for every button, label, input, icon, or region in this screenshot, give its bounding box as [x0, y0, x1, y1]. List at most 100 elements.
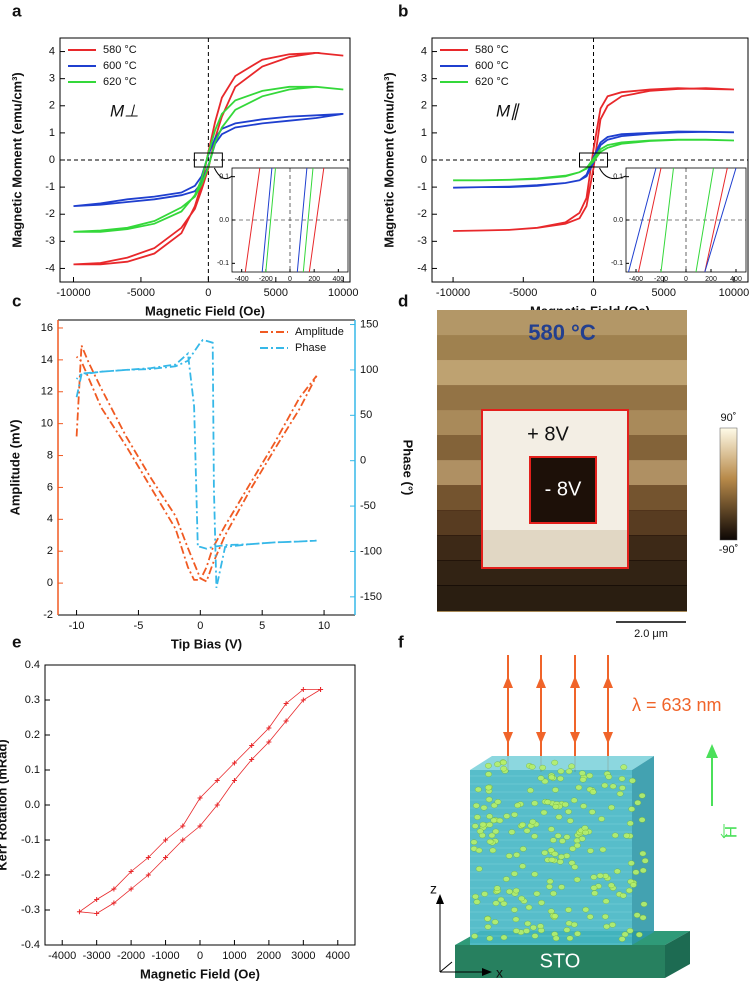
x-tick-label: 400: [730, 276, 742, 283]
nanoparticle: [530, 924, 537, 931]
panel-label: c: [12, 291, 21, 310]
y-tick-label: 2: [47, 545, 53, 557]
nanoparticle: [486, 813, 493, 820]
nanoparticle: [502, 876, 510, 882]
y-tick-label: 4: [47, 513, 53, 525]
x-tick-label: 1000: [222, 950, 246, 962]
series-group: [628, 168, 737, 272]
nanoparticle: [639, 914, 647, 921]
nanoparticle: [626, 820, 634, 827]
annotation: M∥: [496, 101, 520, 120]
nanoparticle: [618, 936, 626, 942]
nanoparticle: [598, 816, 605, 822]
nanoparticle: [570, 921, 578, 928]
nanoparticle: [568, 763, 575, 770]
panel-label: f: [398, 632, 404, 651]
y2-tick-label: 50: [360, 409, 372, 421]
nanoparticle: [494, 799, 502, 805]
x-tick-label: 200: [308, 276, 320, 283]
nanoparticle: [549, 837, 557, 843]
zoom-box: [193, 152, 223, 168]
image-band: [437, 310, 687, 336]
nanoparticle: [566, 818, 574, 824]
z-axis-label: z: [430, 881, 437, 897]
nanoparticle: [506, 888, 513, 895]
x-tick-label: 200: [705, 276, 717, 283]
y-tick-label: -1: [45, 181, 55, 193]
y-tick-label: 3: [421, 73, 427, 85]
nanoparticle: [590, 885, 598, 891]
nanoparticle: [632, 869, 640, 876]
y-tick-label: -3: [45, 235, 55, 247]
y2-tick-label: 150: [360, 318, 378, 330]
outer-label: + 8V: [527, 423, 569, 445]
nanoparticle: [563, 927, 571, 933]
nanoparticle: [638, 817, 646, 823]
marker: [145, 855, 151, 860]
nanoparticle: [546, 878, 554, 885]
nanoparticle: [480, 804, 488, 811]
legend-label: 620 °C: [475, 76, 509, 88]
nanoparticle: [523, 827, 531, 834]
nanoparticle: [588, 809, 596, 815]
nanoparticle: [484, 924, 492, 930]
nanoparticle: [519, 863, 527, 870]
image-band: [437, 360, 687, 386]
nanoparticle: [537, 923, 544, 929]
nanoparticle: [591, 890, 599, 897]
y2-axis-title: Phase (°): [401, 440, 416, 496]
x-tick-label: 2000: [257, 950, 281, 962]
nanoparticle: [601, 913, 609, 920]
series-group: [75, 339, 318, 588]
wavelength-label: λ = 633 nm: [632, 695, 722, 715]
y2-tick-label: 100: [360, 364, 378, 376]
nanoparticle: [570, 797, 578, 804]
nanoparticle: [566, 935, 574, 942]
x-axis-title: Tip Bias (V): [171, 636, 242, 651]
y-tick-label: 0.1: [219, 174, 229, 181]
x-axis-title: Magnetic Field (Oe): [140, 966, 260, 981]
nanoparticle: [523, 928, 530, 934]
nanoparticle: [563, 834, 571, 840]
marker: [163, 855, 169, 860]
x-tick-label: 10000: [719, 287, 750, 299]
x-tick-label: -5000: [127, 287, 155, 299]
nanoparticle: [528, 764, 536, 770]
nanoparticle: [500, 934, 508, 941]
series-line: [265, 168, 314, 272]
nanoparticle: [524, 920, 532, 927]
colorbar: [719, 427, 738, 541]
nanoparticle: [579, 776, 587, 783]
nanoparticle: [555, 814, 563, 820]
y-tick-label: -0.1: [217, 260, 229, 267]
nanoparticle: [472, 802, 480, 809]
nanoparticle: [582, 906, 590, 913]
series-line: [453, 138, 735, 182]
series-line: [244, 168, 325, 272]
legend-label: 580 °C: [103, 44, 137, 56]
nanoparticle: [519, 821, 526, 828]
nanoparticle: [589, 789, 597, 795]
x-tick-label: 0: [197, 620, 203, 632]
y-tick-label: 0.3: [25, 694, 40, 706]
marker: [180, 837, 186, 843]
y-tick-label: 14: [41, 354, 53, 366]
y-tick-label: 0.1: [613, 174, 623, 181]
nanoparticle: [635, 931, 643, 938]
beam-head-down: [503, 732, 513, 744]
nanoparticle: [505, 853, 513, 859]
series-line: [660, 168, 714, 272]
legend-label: 600 °C: [103, 60, 137, 72]
x-tick-label: -10000: [56, 287, 90, 299]
marker: [300, 697, 306, 703]
nanoparticle: [479, 821, 487, 828]
legend-label: 620 °C: [103, 76, 137, 88]
y-tick-label: 0: [421, 154, 427, 166]
nanoparticle: [573, 842, 581, 849]
nanoparticle: [628, 806, 636, 812]
nanoparticle: [512, 928, 520, 934]
nanoparticle: [609, 922, 616, 928]
temperature-label: 580 °C: [528, 320, 596, 345]
nanoparticle: [473, 899, 481, 905]
scale-bar-label: 2.0 μm: [634, 628, 668, 640]
